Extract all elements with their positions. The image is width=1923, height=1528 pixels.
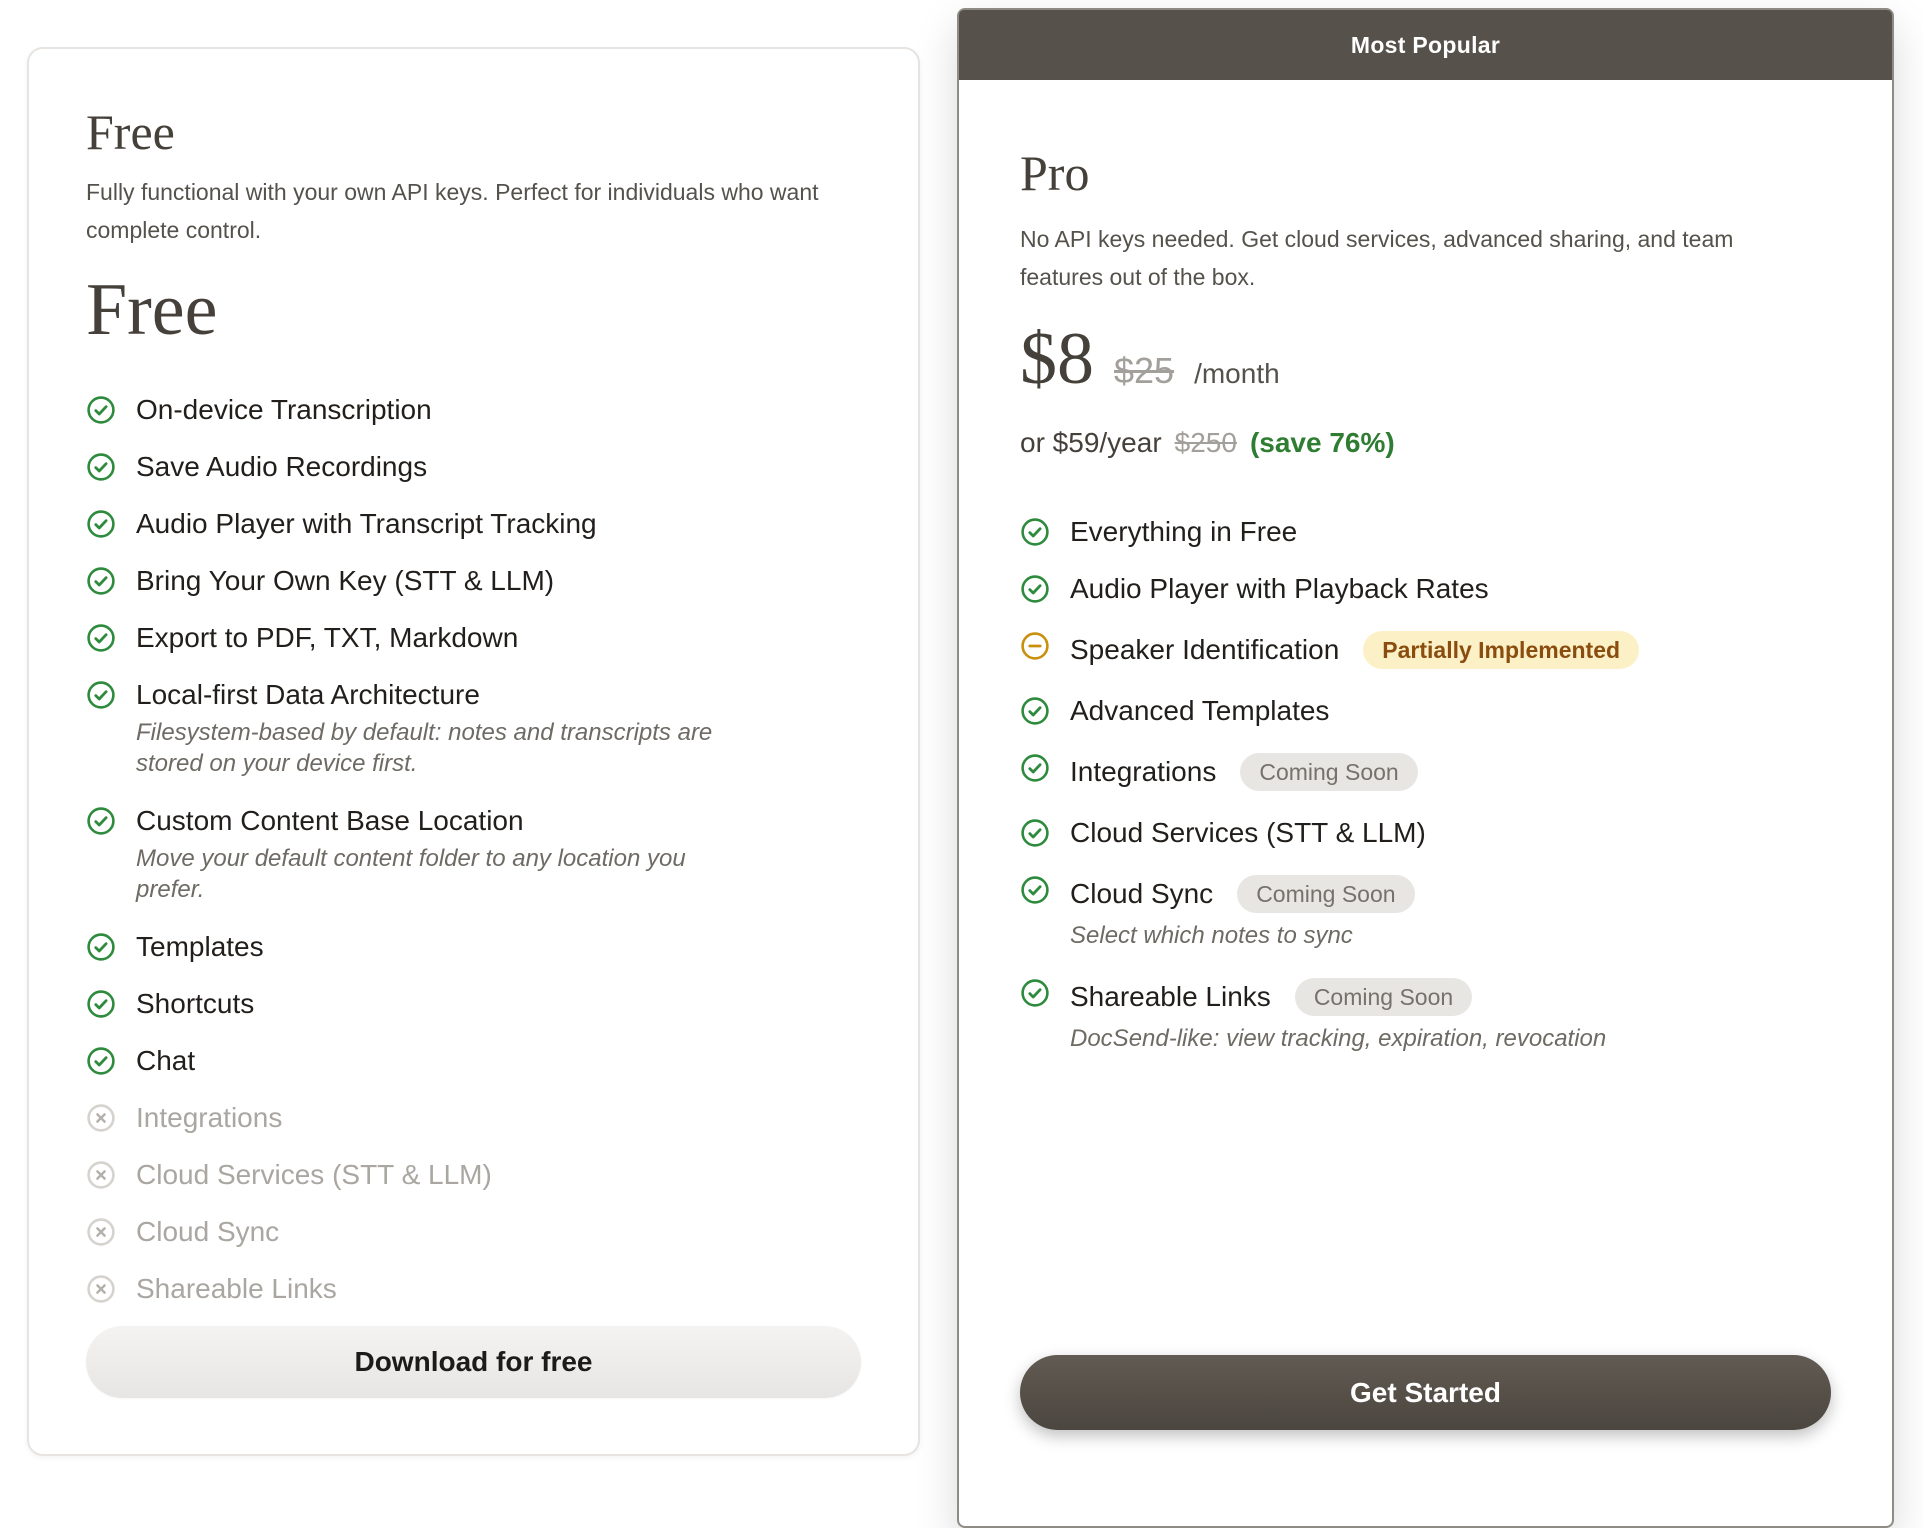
- pro-yearly-row: or $59/year $250 (save 76%): [1020, 425, 1831, 461]
- check-circle-icon: [1020, 978, 1050, 1008]
- check-circle-icon: [86, 452, 116, 482]
- pro-plan-card: Most Popular Pro No API keys needed. Get…: [957, 8, 1894, 1528]
- feature-row: Save Audio Recordings: [86, 452, 861, 482]
- x-circle-icon: [86, 1217, 116, 1247]
- feature-row: Audio Player with Transcript Tracking: [86, 509, 861, 539]
- feature-row: Custom Content Base Location Move your d…: [86, 806, 861, 905]
- feature-label: Integrations: [136, 1102, 283, 1133]
- feature-row: Bring Your Own Key (STT & LLM): [86, 566, 861, 596]
- feature-label: Chat: [136, 1045, 196, 1076]
- feature-label: Cloud Sync: [1070, 878, 1214, 909]
- feature-row: Chat: [86, 1046, 861, 1076]
- feature-row: Local-first Data Architecture Filesystem…: [86, 680, 861, 779]
- free-feature-list: On-device Transcription Save Audio Recor…: [86, 395, 861, 1304]
- feature-row: Cloud Sync: [86, 1217, 861, 1247]
- feature-label: Shareable Links: [1070, 981, 1271, 1012]
- free-plan-card: Free Fully functional with your own API …: [27, 47, 920, 1456]
- feature-row: Templates: [86, 932, 861, 962]
- feature-row: On-device Transcription: [86, 395, 861, 425]
- x-circle-icon: [86, 1103, 116, 1133]
- feature-subtext: DocSend-like: view tracking, expiration,…: [1070, 1025, 1607, 1052]
- feature-label: Audio Player with Transcript Tracking: [136, 508, 597, 539]
- feature-subtext: Filesystem-based by default: notes and t…: [136, 719, 713, 777]
- feature-label: Cloud Services (STT & LLM): [136, 1159, 492, 1190]
- feature-badge: Partially Implemented: [1363, 631, 1640, 669]
- free-plan-description: Fully functional with your own API keys.…: [86, 179, 819, 243]
- feature-subtext: Select which notes to sync: [1070, 922, 1353, 949]
- check-circle-icon: [1020, 696, 1050, 726]
- feature-row: Cloud Sync Coming Soon Select which note…: [1020, 875, 1831, 951]
- feature-row: Integrations Coming Soon: [1020, 753, 1831, 791]
- pro-plan-description: No API keys needed. Get cloud services, …: [1020, 226, 1734, 290]
- feature-label: Local-first Data Architecture: [136, 679, 480, 710]
- check-circle-icon: [86, 680, 116, 710]
- feature-label: Save Audio Recordings: [136, 451, 428, 482]
- minus-circle-icon: [1020, 631, 1050, 661]
- feature-row: Advanced Templates: [1020, 696, 1831, 726]
- feature-row: Shareable Links Coming Soon DocSend-like…: [1020, 978, 1831, 1054]
- feature-row: Cloud Services (STT & LLM): [86, 1160, 861, 1190]
- feature-subtext: Move your default content folder to any …: [136, 845, 686, 903]
- check-circle-icon: [1020, 574, 1050, 604]
- check-circle-icon: [86, 989, 116, 1019]
- feature-row: Audio Player with Playback Rates: [1020, 574, 1831, 604]
- download-for-free-button[interactable]: Download for free: [86, 1326, 861, 1398]
- pro-price-row: $8 $25 /month: [1020, 320, 1831, 413]
- feature-label: Shareable Links: [136, 1273, 337, 1304]
- feature-label: Everything in Free: [1070, 516, 1298, 547]
- feature-label: Advanced Templates: [1070, 695, 1330, 726]
- check-circle-icon: [1020, 875, 1050, 905]
- feature-label: Templates: [136, 931, 264, 962]
- feature-label: Integrations: [1070, 756, 1217, 787]
- check-circle-icon: [86, 1046, 116, 1076]
- feature-row: Everything in Free: [1020, 517, 1831, 547]
- feature-label: Cloud Services (STT & LLM): [1070, 817, 1426, 848]
- x-circle-icon: [86, 1160, 116, 1190]
- check-circle-icon: [86, 932, 116, 962]
- x-circle-icon: [86, 1274, 116, 1304]
- feature-badge: Coming Soon: [1240, 753, 1418, 791]
- pro-card-content: Pro No API keys needed. Get cloud servic…: [959, 80, 1892, 1054]
- feature-row: Shareable Links: [86, 1274, 861, 1304]
- check-circle-icon: [86, 566, 116, 596]
- feature-row: Export to PDF, TXT, Markdown: [86, 623, 861, 653]
- get-started-button[interactable]: Get Started: [1020, 1355, 1831, 1430]
- free-plan-price: Free: [86, 269, 218, 351]
- pro-yearly-price: or $59/year: [1020, 427, 1162, 458]
- feature-badge: Coming Soon: [1294, 978, 1473, 1016]
- feature-label: Export to PDF, TXT, Markdown: [136, 622, 519, 653]
- feature-row: Cloud Services (STT & LLM): [1020, 818, 1831, 848]
- pro-price-current: $8: [1020, 318, 1094, 400]
- feature-label: Custom Content Base Location: [136, 805, 524, 836]
- pro-price-original: $25: [1114, 350, 1175, 391]
- check-circle-icon: [86, 806, 116, 836]
- feature-row: Integrations: [86, 1103, 861, 1133]
- feature-label: Speaker Identification: [1070, 634, 1340, 665]
- free-plan-title: Free: [86, 104, 175, 160]
- check-circle-icon: [86, 509, 116, 539]
- feature-label: Cloud Sync: [136, 1216, 280, 1247]
- most-popular-ribbon: Most Popular: [959, 10, 1892, 80]
- pro-price-period: /month: [1194, 358, 1280, 389]
- feature-label: On-device Transcription: [136, 394, 432, 425]
- feature-row: Speaker Identification Partially Impleme…: [1020, 631, 1831, 669]
- feature-label: Shortcuts: [136, 988, 255, 1019]
- feature-label: Bring Your Own Key (STT & LLM): [136, 565, 555, 596]
- check-circle-icon: [1020, 753, 1050, 783]
- feature-badge: Coming Soon: [1237, 875, 1415, 913]
- pro-yearly-savings: (save 76%): [1249, 427, 1395, 458]
- feature-label: Audio Player with Playback Rates: [1070, 573, 1489, 604]
- check-circle-icon: [1020, 517, 1050, 547]
- check-circle-icon: [86, 395, 116, 425]
- pro-plan-title: Pro: [1020, 145, 1090, 201]
- pro-yearly-original: $250: [1174, 427, 1237, 458]
- check-circle-icon: [86, 623, 116, 653]
- feature-row: Shortcuts: [86, 989, 861, 1019]
- pro-feature-list: Everything in Free Audio Player with Pla…: [1020, 517, 1831, 1054]
- check-circle-icon: [1020, 818, 1050, 848]
